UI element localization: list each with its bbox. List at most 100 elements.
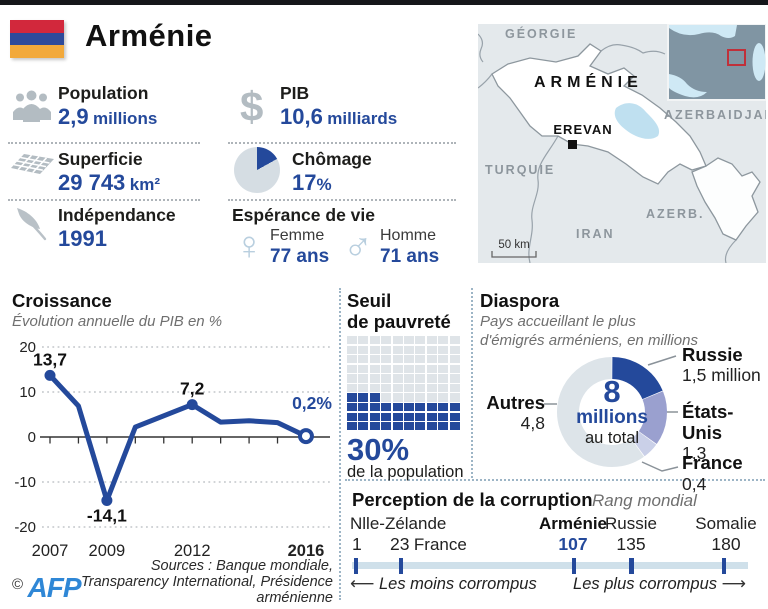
waffle-cell (381, 364, 392, 373)
male-label: Homme (380, 227, 437, 244)
waffle-cell (426, 345, 437, 354)
waffle-cell (381, 422, 392, 431)
gdp-value: 10,6 milliards (280, 104, 398, 129)
waffle-cell (426, 393, 437, 402)
female-label: Femme (270, 227, 325, 244)
waffle-cell (392, 336, 403, 345)
divider (228, 142, 456, 144)
waffle-cell (369, 374, 380, 383)
waffle-cell (403, 383, 414, 393)
svg-text:13,7: 13,7 (33, 349, 67, 369)
waffle-cell (347, 393, 357, 402)
waffle-cell (415, 336, 426, 345)
svg-text:-20: -20 (14, 519, 36, 536)
waffle-cell (438, 345, 449, 354)
corruption-entry-france: 23 France (390, 534, 467, 554)
waffle-cell (426, 364, 437, 373)
azerbaijan-region-shape (691, 157, 761, 241)
pie-icon (234, 147, 280, 193)
donut-label-france: France 0,4 (682, 452, 743, 494)
waffle-cell (369, 364, 380, 373)
divider (339, 288, 341, 600)
waffle-cell (438, 383, 449, 393)
waffle-cell (392, 393, 403, 402)
waffle-cell (347, 422, 357, 431)
waffle-cell (358, 374, 369, 383)
waffle-cell (369, 393, 380, 402)
poverty-title: Seuil de pauvreté (347, 290, 451, 332)
scale-tick-France (398, 558, 404, 574)
people-icon (12, 90, 52, 129)
waffle-cell (449, 364, 460, 373)
waffle-cell (347, 412, 357, 421)
waffle-cell (358, 403, 369, 412)
female-value: 77 ans (270, 246, 330, 267)
growth-title: Croissance (12, 290, 112, 311)
waffle-cell (438, 364, 449, 373)
waffle-cell (426, 383, 437, 393)
waffle-cell (449, 336, 460, 345)
scale-tick-Russie (629, 558, 634, 574)
donut-slice-France (631, 431, 657, 457)
waffle-cell (403, 374, 414, 383)
waffle-cell (438, 336, 449, 345)
waffle-cell (438, 374, 449, 383)
waffle-cell (358, 422, 369, 431)
waffle-cell (358, 364, 369, 373)
sources-credit: Sources : Banque mondiale, Transparency … (80, 558, 333, 606)
waffle-cell (449, 403, 460, 412)
lake-sevan (614, 103, 660, 139)
svg-text:2009: 2009 (89, 542, 126, 560)
top-border-bar (0, 0, 768, 5)
waffle-cell (415, 355, 426, 364)
waffle-cell (449, 422, 460, 431)
waffle-cell (381, 345, 392, 354)
waffle-cell (392, 403, 403, 412)
waffle-cell (358, 345, 369, 354)
waffle-cell (415, 345, 426, 354)
area-grid-icon (10, 150, 56, 185)
corruption-scale-bar (352, 562, 748, 569)
waffle-cell (438, 422, 449, 431)
area-value: 29 743 km² (58, 170, 160, 195)
corruption-entry-somalia: Somalie 180 (695, 514, 757, 554)
svg-text:2007: 2007 (32, 542, 69, 560)
inset-highlight-box (727, 49, 746, 66)
poverty-value: 30% (347, 432, 410, 467)
donut-slice-Russie (611, 357, 663, 400)
waffle-cell (403, 412, 414, 421)
waffle-cell (449, 412, 460, 421)
population-value: 2,9 millions (58, 104, 158, 129)
male-icon: ♂ (343, 224, 373, 268)
waffle-cell (369, 345, 380, 354)
waffle-cell (403, 422, 414, 431)
waffle-cell (347, 364, 357, 373)
waffle-cell (415, 403, 426, 412)
divider (471, 288, 473, 478)
waffle-cell (403, 403, 414, 412)
donut-label-usa: États-Unis 1,3 (682, 401, 734, 463)
svg-text:20: 20 (19, 339, 36, 356)
waffle-cell (392, 412, 403, 421)
waffle-cell (347, 374, 357, 383)
growth-subtitle: Évolution annuelle du PIB en % (12, 313, 223, 330)
svg-text:2012: 2012 (174, 542, 211, 560)
divider (8, 142, 200, 144)
donut-slice-Autres (557, 357, 644, 467)
waffle-cell (438, 355, 449, 364)
waffle-cell (449, 374, 460, 383)
waffle-cell (392, 355, 403, 364)
waffle-cell (426, 374, 437, 383)
dollar-icon: $ (240, 83, 264, 130)
flag-stripe-blue (10, 32, 64, 46)
divider (228, 199, 456, 201)
flag-stripe-orange (10, 45, 64, 58)
waffle-cell (426, 336, 437, 345)
more-corrupt-arrow-label: Les plus corrompus ⟶ (573, 574, 746, 593)
waffle-cell (369, 403, 380, 412)
unemployment-value: 17% (292, 170, 332, 195)
svg-text:-10: -10 (14, 474, 36, 491)
capital-marker (568, 140, 577, 149)
waffle-cell (347, 355, 357, 364)
